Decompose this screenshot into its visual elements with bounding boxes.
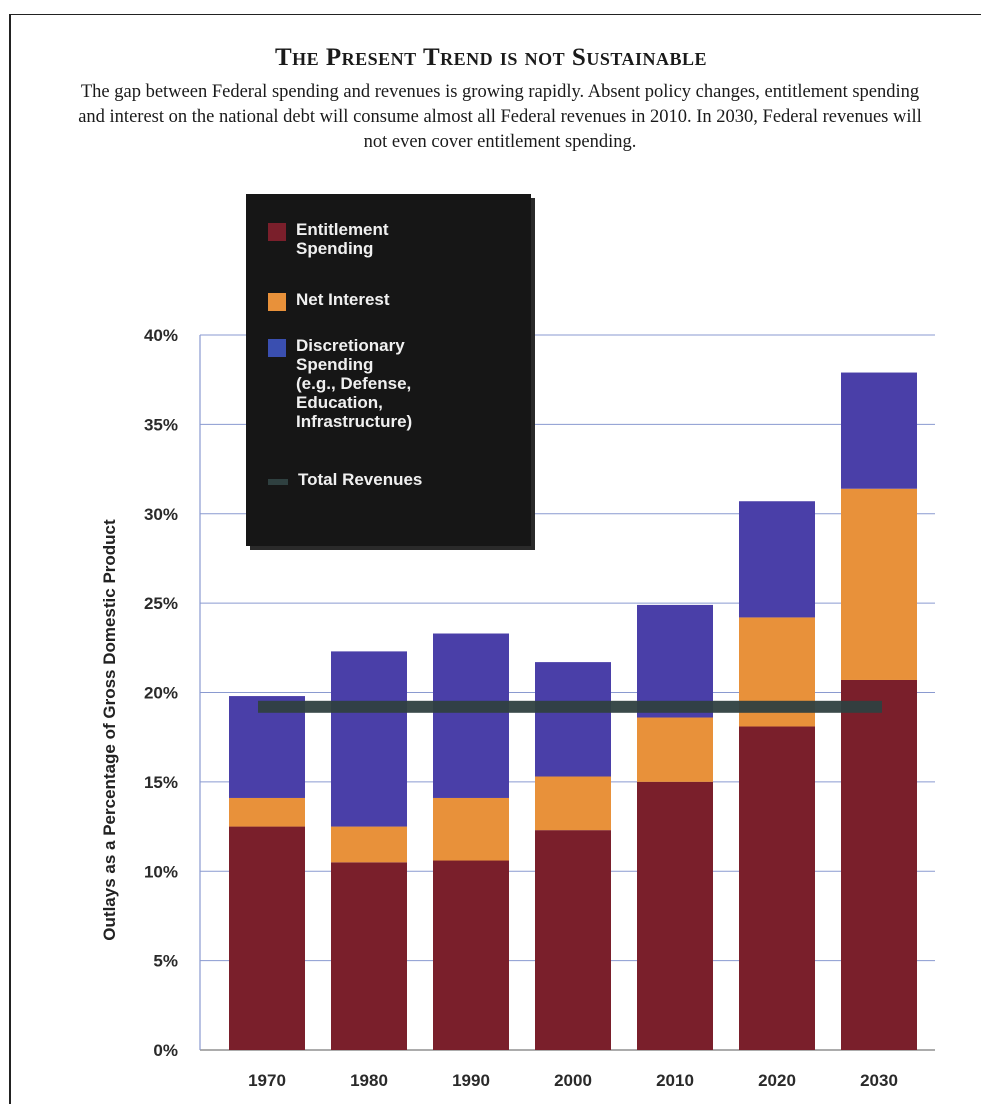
bar-1990-series-0	[433, 860, 509, 1050]
total-revenues-line	[258, 700, 882, 713]
bar-1970-series-1	[229, 797, 305, 827]
legend-item-net-interest: Net Interest	[268, 290, 390, 311]
y-tick-label-7: 35%	[144, 415, 178, 434]
bar-2030-series-0	[841, 679, 917, 1050]
x-tick-label-1980: 1980	[350, 1071, 388, 1090]
legend-label-net-interest: Net Interest	[296, 290, 390, 309]
bar-2000-series-2	[535, 662, 611, 777]
legend-label-entitlement: Entitlement Spending	[296, 220, 389, 258]
x-tick-label-1970: 1970	[248, 1071, 286, 1090]
y-tick-label-1: 5%	[153, 952, 178, 971]
chart-title: The Present Trend is not Sustainable	[274, 44, 708, 71]
bar-2020-series-0	[739, 726, 815, 1050]
bar-2030-series-2	[841, 372, 917, 489]
legend-item-entitlement: Entitlement Spending	[268, 220, 389, 258]
page-frame	[9, 14, 981, 1104]
legend-swatch-discretionary	[268, 339, 286, 357]
bar-1970-series-0	[229, 826, 305, 1050]
y-axis-label: Outlays as a Percentage of Gross Domesti…	[100, 519, 119, 941]
legend-label-total-revenues: Total Revenues	[298, 470, 423, 489]
bar-1980-series-2	[331, 651, 407, 827]
bar-2000-series-1	[535, 776, 611, 831]
chart-subtitle: The gap between Federal spending and rev…	[78, 82, 922, 152]
y-tick-label-3: 15%	[144, 773, 178, 792]
bar-2000-series-0	[535, 830, 611, 1050]
legend-swatch-net-interest	[268, 293, 286, 311]
y-tick-label-2: 10%	[144, 862, 178, 881]
y-tick-label-0: 0%	[153, 1041, 178, 1060]
legend-label-discretionary: Discretionary Spending (e.g., Defense, E…	[296, 336, 413, 431]
bar-1990-series-2	[433, 633, 509, 798]
x-tick-label-2010: 2010	[656, 1071, 694, 1090]
legend-swatch-entitlement	[268, 223, 286, 241]
y-tick-label-5: 25%	[144, 594, 178, 613]
bar-1970-series-2	[229, 696, 305, 798]
bar-2010-series-0	[637, 781, 713, 1050]
legend-item-discretionary: Discretionary Spending (e.g., Defense, E…	[268, 336, 412, 431]
legend-item-total-revenues: Total Revenues	[268, 470, 422, 489]
bar-2010-series-2	[637, 604, 713, 718]
legend: Entitlement Spending Net Interest Discre…	[246, 194, 531, 546]
bar-1990-series-1	[433, 797, 509, 861]
y-tick-label-4: 20%	[144, 684, 178, 703]
x-tick-label-2020: 2020	[758, 1071, 796, 1090]
bar-1980-series-1	[331, 826, 407, 863]
x-tick-label-2030: 2030	[860, 1071, 898, 1090]
x-tick-label-1990: 1990	[452, 1071, 490, 1090]
bar-2020-series-2	[739, 501, 815, 618]
bar-2010-series-1	[637, 717, 713, 782]
y-tick-label-8: 40%	[144, 326, 178, 345]
y-tick-label-6: 30%	[144, 505, 178, 524]
bar-1980-series-0	[331, 862, 407, 1050]
x-tick-label-2000: 2000	[554, 1071, 592, 1090]
legend-swatch-total-revenues	[268, 479, 288, 485]
bar-2030-series-1	[841, 488, 917, 680]
